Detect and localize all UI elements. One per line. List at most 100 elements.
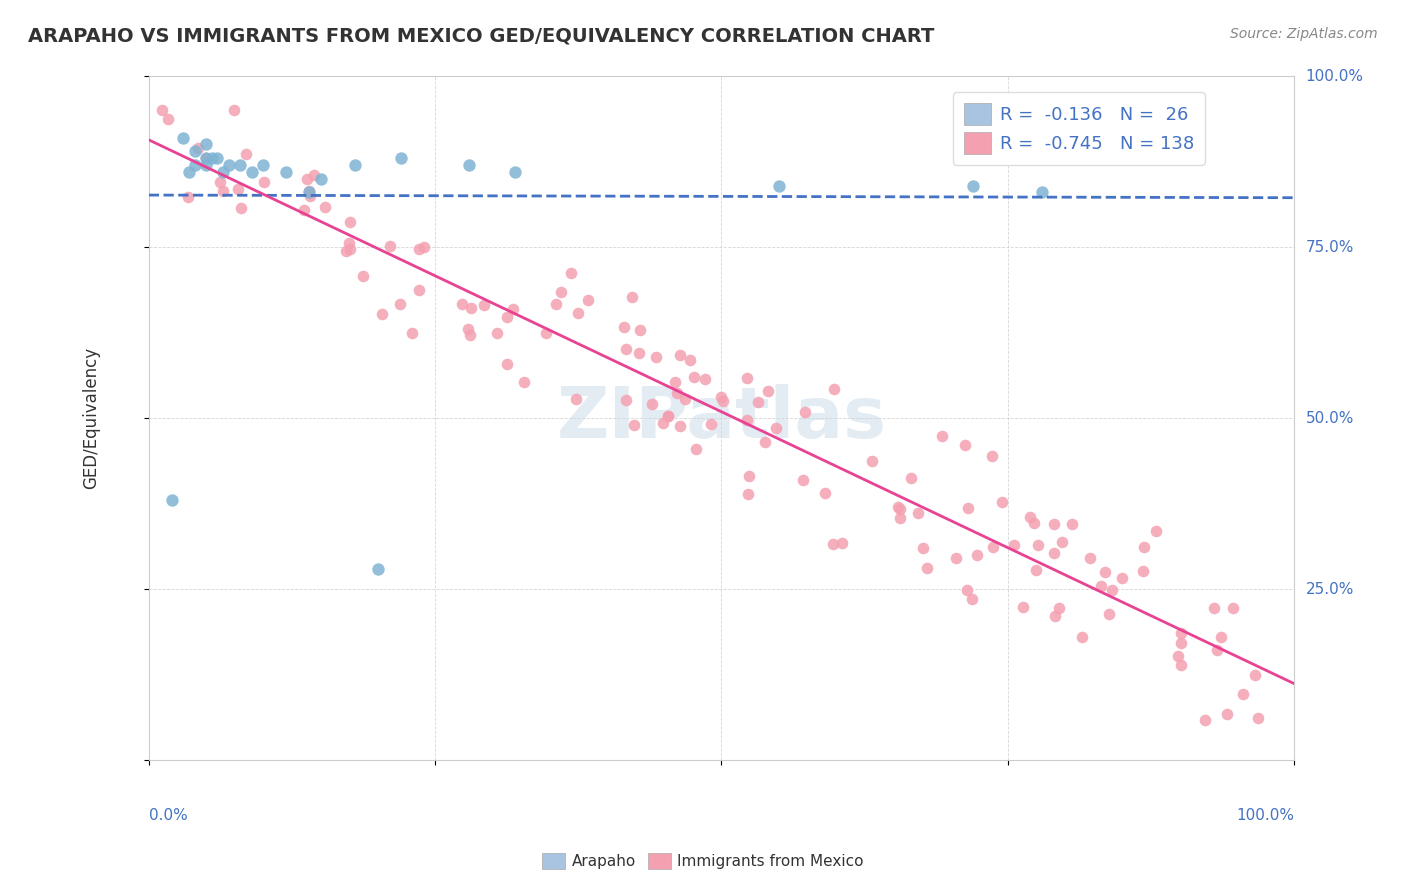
Point: [652, 416, 675, 430]
Point: [413, 240, 436, 254]
Point: [911, 541, 934, 555]
Point: [953, 438, 976, 452]
Point: [695, 371, 717, 385]
Text: 25.0%: 25.0%: [1305, 582, 1354, 597]
Point: [1012, 600, 1035, 615]
Point: [1243, 667, 1265, 681]
Point: [157, 112, 180, 126]
Point: [1026, 538, 1049, 552]
Point: [754, 435, 776, 450]
Point: [889, 502, 911, 516]
Point: [183, 158, 205, 172]
Point: [195, 151, 218, 165]
Text: 0.0%: 0.0%: [149, 808, 187, 823]
Point: [195, 158, 218, 172]
Point: [550, 285, 572, 299]
Point: [1031, 186, 1053, 200]
Point: [534, 326, 557, 340]
Point: [378, 238, 401, 252]
Point: [657, 409, 679, 424]
Point: [831, 535, 853, 549]
Point: [388, 297, 411, 311]
Point: [794, 405, 817, 419]
Point: [401, 326, 423, 340]
Point: [208, 175, 231, 189]
Point: [1098, 607, 1121, 621]
Point: [187, 141, 209, 155]
Point: [956, 501, 979, 516]
Point: [735, 371, 758, 385]
Point: [367, 562, 389, 576]
Text: 100.0%: 100.0%: [1236, 808, 1294, 823]
Point: [172, 130, 194, 145]
Point: [560, 266, 582, 280]
Point: [1090, 578, 1112, 592]
Point: [735, 412, 758, 426]
Point: [252, 158, 274, 172]
Text: ARAPAHO VS IMMIGRANTS FROM MEXICO GED/EQUIVALENCY CORRELATION CHART: ARAPAHO VS IMMIGRANTS FROM MEXICO GED/EQ…: [28, 27, 935, 45]
Point: [1094, 565, 1116, 579]
Point: [576, 293, 599, 308]
Point: [1078, 550, 1101, 565]
Point: [1144, 524, 1167, 538]
Point: [546, 297, 568, 311]
Point: [495, 357, 517, 371]
Point: [931, 429, 953, 443]
Point: [1247, 711, 1270, 725]
Point: [513, 376, 536, 390]
Text: 75.0%: 75.0%: [1305, 240, 1354, 254]
Point: [297, 172, 319, 186]
Point: [1209, 630, 1232, 644]
Point: [711, 393, 734, 408]
Point: [224, 103, 246, 118]
Point: [343, 158, 366, 172]
Point: [565, 392, 588, 406]
Point: [981, 449, 1004, 463]
Point: [641, 397, 664, 411]
Point: [183, 145, 205, 159]
Point: [945, 550, 967, 565]
Point: [335, 244, 357, 258]
Point: [889, 511, 911, 525]
Point: [1170, 636, 1192, 650]
Point: [814, 485, 837, 500]
Point: [339, 242, 361, 256]
Point: [408, 283, 430, 297]
Point: [1043, 609, 1066, 624]
Point: [768, 178, 790, 193]
Point: [1166, 648, 1188, 663]
Legend: R =  -0.136   N =  26, R =  -0.745   N = 138: R = -0.136 N = 26, R = -0.745 N = 138: [953, 92, 1205, 165]
Point: [991, 494, 1014, 508]
Point: [623, 417, 645, 432]
Text: ZIPatlas: ZIPatlas: [557, 384, 886, 453]
Point: [900, 471, 922, 485]
Point: [981, 540, 1004, 554]
Point: [1215, 707, 1237, 722]
Point: [1170, 657, 1192, 672]
Point: [457, 322, 479, 336]
Point: [1062, 516, 1084, 531]
Point: [298, 184, 321, 198]
Point: [1052, 534, 1074, 549]
Point: [150, 103, 173, 118]
Point: [1194, 713, 1216, 727]
Point: [458, 328, 481, 343]
Point: [211, 184, 233, 198]
Point: [486, 326, 509, 340]
Legend: Arapaho, Immigrants from Mexico: Arapaho, Immigrants from Mexico: [536, 847, 870, 875]
Point: [887, 500, 910, 514]
Point: [644, 351, 666, 365]
Point: [212, 165, 235, 179]
Point: [1132, 564, 1154, 578]
Point: [823, 382, 845, 396]
Point: [666, 386, 689, 401]
Point: [352, 269, 374, 284]
Point: [915, 561, 938, 575]
Point: [218, 158, 240, 172]
Point: [302, 169, 325, 183]
Point: [669, 419, 692, 434]
Point: [1206, 643, 1229, 657]
Point: [292, 202, 315, 217]
Point: [1025, 563, 1047, 577]
Point: [1101, 582, 1123, 597]
